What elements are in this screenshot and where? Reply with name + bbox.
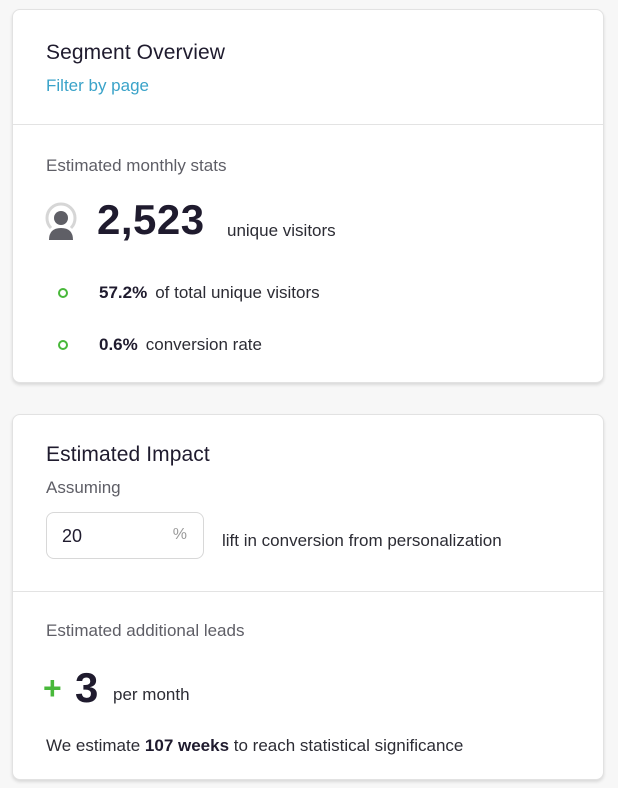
significance-suffix: to reach statistical significance: [233, 736, 464, 755]
lift-percentage-input[interactable]: 20 %: [46, 512, 204, 559]
card-divider: [13, 591, 603, 592]
stat-value: 57.2%: [99, 283, 148, 302]
card-divider: [13, 124, 603, 125]
percent-suffix: %: [172, 526, 187, 543]
filter-by-page-link[interactable]: Filter by page: [46, 76, 149, 95]
stat-label: conversion rate: [145, 335, 262, 354]
green-circle-bullet-icon: [58, 340, 68, 350]
assuming-label: Assuming: [46, 478, 121, 497]
lift-input-value[interactable]: 20: [62, 526, 83, 546]
lift-description: lift in conversion from personalization: [222, 531, 502, 550]
plus-icon: +: [43, 670, 62, 706]
stat-share-of-visitors: 57.2% of total unique visitors: [99, 283, 320, 303]
green-circle-bullet-icon: [58, 288, 68, 298]
significance-prefix: We estimate: [46, 736, 141, 755]
significance-estimate: We estimate 107 weeks to reach statistic…: [46, 736, 463, 756]
unique-visitors-label: unique visitors: [227, 221, 336, 240]
significance-weeks: 107 weeks: [144, 736, 230, 755]
additional-leads-value: 3: [75, 664, 99, 711]
segment-overview-title: Segment Overview: [46, 41, 226, 64]
additional-leads-label: Estimated additional leads: [46, 621, 245, 640]
stat-value: 0.6%: [99, 335, 138, 354]
user-avatar-icon: [44, 201, 78, 241]
estimated-impact-title: Estimated Impact: [46, 443, 210, 466]
leads-unit: per month: [113, 685, 190, 704]
estimated-impact-card: Estimated Impact Assuming 20 % lift in c…: [12, 414, 604, 780]
unique-visitors-count: 2,523: [97, 196, 205, 243]
stat-label: of total unique visitors: [155, 283, 320, 302]
monthly-stats-label: Estimated monthly stats: [46, 156, 227, 175]
segment-overview-card: Segment Overview Filter by page Estimate…: [12, 9, 604, 383]
stat-conversion-rate: 0.6% conversion rate: [99, 335, 262, 355]
